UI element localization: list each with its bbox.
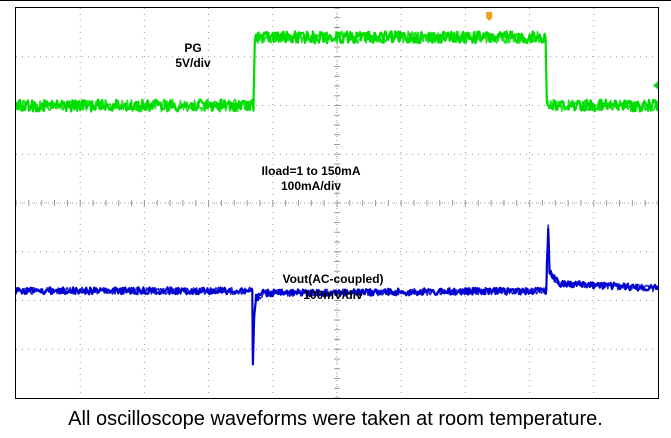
vout-trace-noise	[16, 224, 658, 364]
pg-label: PG	[184, 41, 201, 55]
trace-labels: PG 5V/div Iload=1 to 150mA 100mA/div Vou…	[175, 41, 383, 302]
traces	[16, 30, 658, 366]
trigger-marker-icon	[486, 12, 493, 21]
ground-marker-icon	[653, 81, 658, 90]
markers	[486, 12, 658, 90]
iload-scale-label: 100mA/div	[281, 179, 341, 193]
top-rule	[0, 0, 671, 1]
pg-scale-label: 5V/div	[175, 56, 211, 70]
figure-caption: All oscilloscope waveforms were taken at…	[68, 408, 603, 430]
oscilloscope-plot: PG 5V/div Iload=1 to 150mA 100mA/div Vou…	[16, 8, 658, 398]
iload-trace-noise	[16, 30, 658, 113]
vout-scale-label: 100mV/div	[303, 288, 363, 302]
vout-label: Vout(AC-coupled)	[282, 272, 383, 286]
grid	[16, 8, 658, 398]
iload-label: Iload=1 to 150mA	[261, 164, 360, 178]
